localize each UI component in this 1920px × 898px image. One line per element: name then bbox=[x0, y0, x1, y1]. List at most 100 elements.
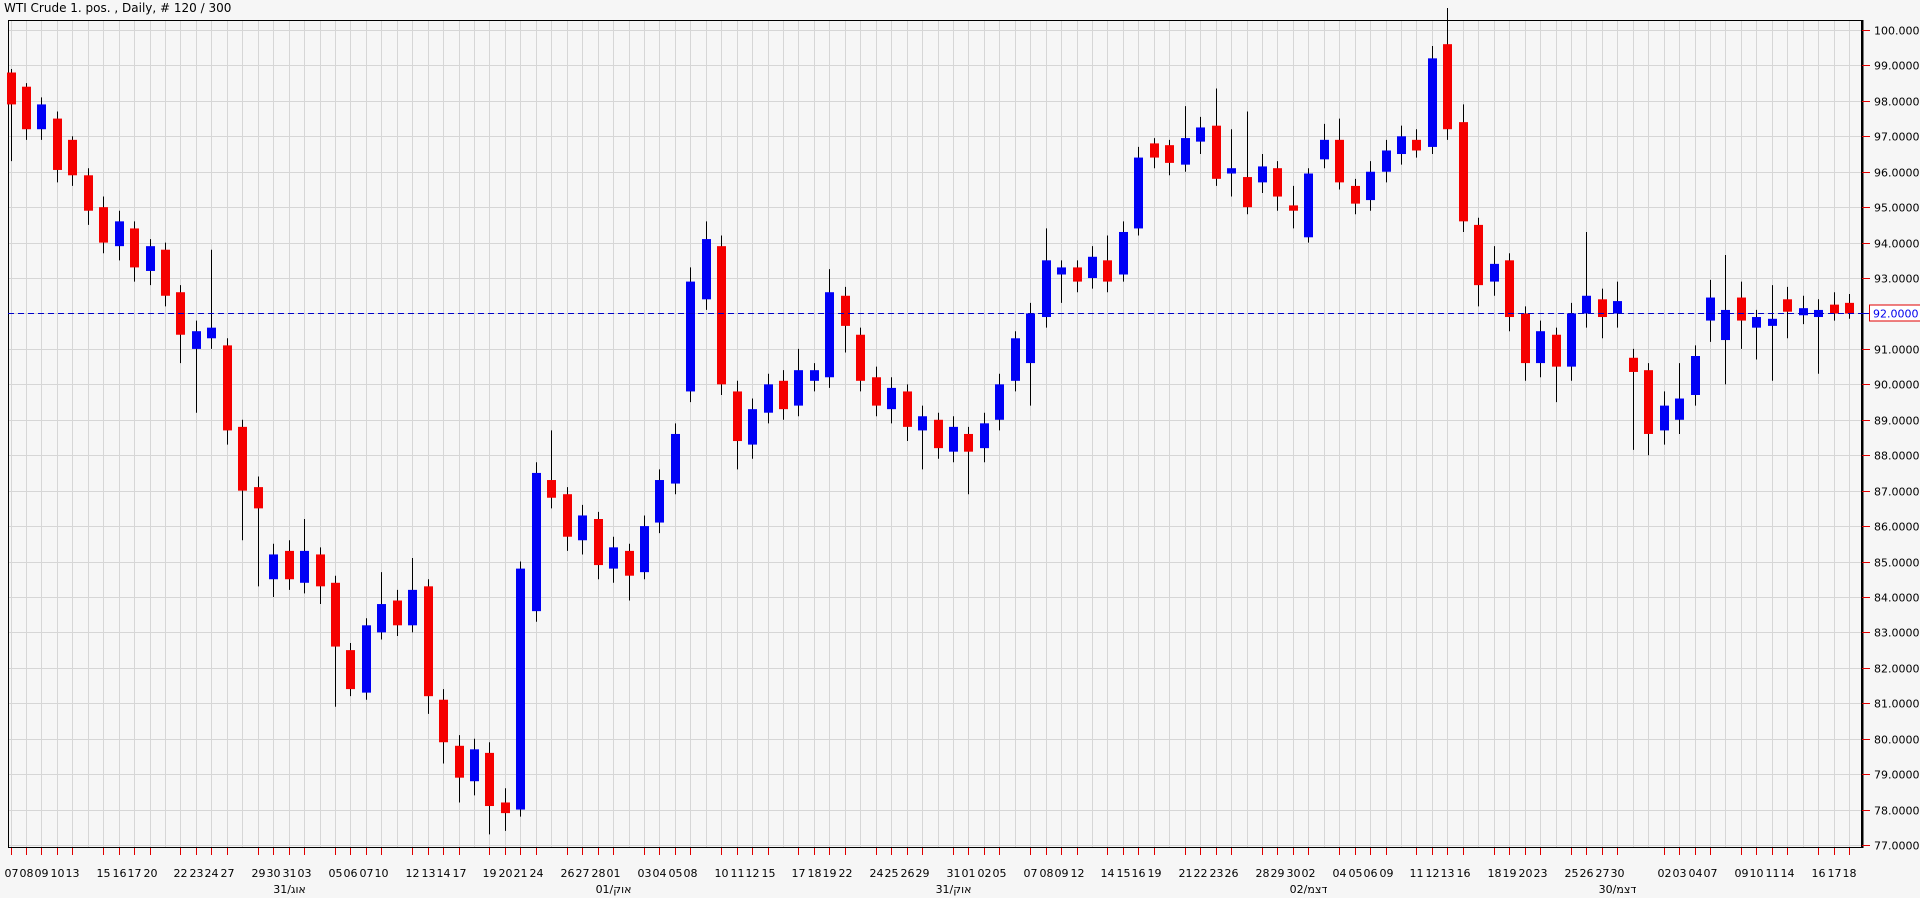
candle bbox=[1691, 345, 1700, 406]
x-axis-date-label: 31 bbox=[947, 867, 961, 880]
y-axis-label: 89.0000 bbox=[1874, 415, 1920, 428]
candle-body-down bbox=[53, 118, 62, 170]
candle bbox=[238, 419, 247, 541]
candle-body-down bbox=[1737, 297, 1746, 321]
candle-body-up bbox=[1011, 338, 1020, 381]
candle-body-down bbox=[130, 228, 139, 268]
x-axis-date-label: 29 bbox=[916, 867, 930, 880]
candle bbox=[1397, 125, 1406, 165]
candle bbox=[7, 68, 16, 162]
candle-body-up bbox=[1752, 317, 1761, 328]
candle bbox=[455, 735, 464, 803]
x-axis-month-label: 30/דצמ bbox=[1599, 883, 1637, 896]
x-axis-date-label: 02 bbox=[1302, 867, 1316, 880]
x-axis-date-label: 06 bbox=[344, 867, 358, 880]
candle-body-down bbox=[594, 519, 603, 566]
candle-body-up bbox=[671, 433, 680, 484]
y-axis-label: 79.0000 bbox=[1874, 769, 1920, 782]
candle-body-up bbox=[1490, 263, 1499, 282]
candle bbox=[223, 338, 232, 445]
y-axis-label: 86.0000 bbox=[1874, 521, 1920, 534]
x-axis-date-label: 27 bbox=[221, 867, 235, 880]
y-axis-label: 97.0000 bbox=[1874, 131, 1920, 144]
x-axis-date-label: 10 bbox=[1750, 867, 1764, 880]
x-axis-date-label: 17 bbox=[128, 867, 142, 880]
x-axis-date-label: 07 bbox=[1024, 867, 1038, 880]
candle bbox=[964, 426, 973, 495]
candle bbox=[37, 97, 46, 140]
x-axis-date-label: 19 bbox=[483, 867, 497, 880]
candle-body-up bbox=[1567, 313, 1576, 367]
candle-body-down bbox=[455, 745, 464, 778]
x-axis-month-label: 01/אוק bbox=[596, 883, 632, 896]
candle-body-up bbox=[362, 625, 371, 693]
candle-body-up bbox=[1258, 166, 1267, 183]
candle-body-up bbox=[1366, 171, 1375, 201]
y-axis-label: 88.0000 bbox=[1874, 450, 1920, 463]
x-axis-date-label: 06 bbox=[1364, 867, 1378, 880]
candle bbox=[1165, 139, 1174, 176]
candle bbox=[1042, 228, 1051, 328]
x-axis-date-label: 07 bbox=[5, 867, 19, 880]
x-axis-date-label: 25 bbox=[1565, 867, 1579, 880]
candle-body-down bbox=[1212, 125, 1221, 179]
candle-body-up bbox=[146, 246, 155, 271]
candle-body-up bbox=[1799, 308, 1808, 316]
candle bbox=[1799, 295, 1808, 325]
candle-body-up bbox=[810, 370, 819, 381]
x-axis-date-label: 03 bbox=[638, 867, 652, 880]
candle bbox=[1196, 116, 1205, 155]
candle bbox=[1057, 260, 1066, 303]
candle bbox=[872, 366, 881, 417]
current-price-tag: 92.0000 bbox=[1862, 304, 1920, 322]
candle bbox=[1505, 253, 1514, 332]
x-axis-date-label: 26 bbox=[1225, 867, 1239, 880]
x-axis-date-label: 22 bbox=[1194, 867, 1208, 880]
candle-body-down bbox=[22, 86, 31, 130]
candle bbox=[810, 363, 819, 392]
candle-body-down bbox=[1412, 139, 1421, 151]
candle bbox=[1490, 246, 1499, 296]
candle bbox=[1706, 279, 1715, 342]
grid-layer bbox=[8, 20, 1862, 848]
x-axis-date-label: 30 bbox=[1287, 867, 1301, 880]
candle-body-up bbox=[1582, 295, 1591, 314]
candle bbox=[949, 416, 958, 463]
candle bbox=[1304, 168, 1313, 243]
candle bbox=[1830, 292, 1839, 321]
candle-body-down bbox=[563, 494, 572, 537]
candle-body-up bbox=[1721, 309, 1730, 341]
candle-body-up bbox=[516, 568, 525, 810]
candle bbox=[1335, 118, 1344, 190]
candle-body-up bbox=[980, 423, 989, 449]
candle-body-up bbox=[1088, 256, 1097, 279]
y-axis-label: 87.0000 bbox=[1874, 486, 1920, 499]
candle bbox=[1629, 348, 1638, 450]
candle bbox=[485, 742, 494, 835]
candle bbox=[779, 370, 788, 420]
candle-body-down bbox=[856, 334, 865, 381]
candle-body-up bbox=[408, 589, 417, 626]
candle-body-down bbox=[903, 391, 912, 427]
candle bbox=[1443, 8, 1452, 140]
candle-body-up bbox=[377, 604, 386, 633]
candle-body-down bbox=[254, 487, 263, 509]
candle-body-up bbox=[1428, 58, 1437, 147]
chart-title: WTI Crude 1. pos. , Daily, # 120 / 300 bbox=[4, 1, 232, 15]
x-axis-date-label: 23 bbox=[1534, 867, 1548, 880]
candle-body-down bbox=[964, 433, 973, 452]
y-axis-label: 91.0000 bbox=[1874, 344, 1920, 357]
y-axis-label: 95.0000 bbox=[1874, 202, 1920, 215]
candle-body-down bbox=[501, 802, 510, 814]
x-axis-date-label: 08 bbox=[20, 867, 34, 880]
y-axis-label: 83.0000 bbox=[1874, 627, 1920, 640]
candle bbox=[1474, 217, 1483, 307]
candle-body-up bbox=[1660, 405, 1669, 431]
candle-body-down bbox=[872, 377, 881, 406]
x-axis-date-label: 11 bbox=[731, 867, 745, 880]
candle bbox=[825, 269, 834, 388]
x-axis-date-label: 03 bbox=[1673, 867, 1687, 880]
candle-body-down bbox=[1103, 260, 1112, 282]
x-axis-date-label: 09 bbox=[35, 867, 49, 880]
